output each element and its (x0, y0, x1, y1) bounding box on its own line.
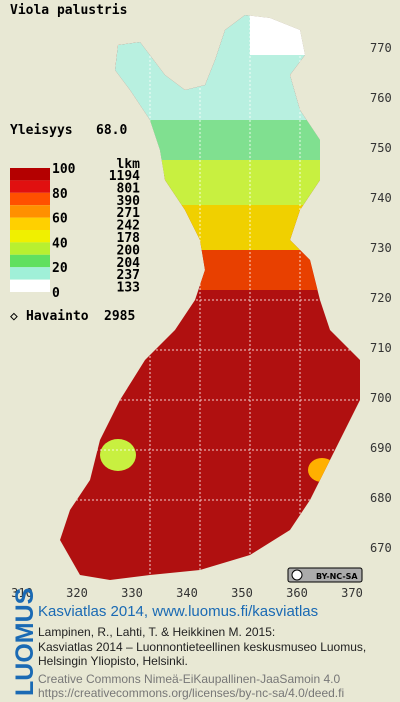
x-grid-label: 370 (341, 586, 363, 600)
legend-swatch (10, 230, 50, 243)
x-grid-label: 330 (121, 586, 143, 600)
legend-swatch (10, 254, 50, 268)
scale-label: 20 (52, 261, 68, 276)
count-label: 200 (117, 243, 141, 258)
y-grid-label: 700 (370, 391, 392, 405)
y-grid-label: 760 (370, 91, 392, 105)
license: Creative Commons Nimeä-EiKaupallinen-Jaa… (38, 672, 340, 686)
finland-map (60, 15, 360, 580)
license-url[interactable]: https://creativecommons.org/licenses/by-… (38, 686, 344, 700)
observation-value: 2985 (104, 309, 135, 324)
legend-swatch (10, 217, 50, 230)
logo: LUOMUS (11, 588, 39, 696)
legend-swatch (10, 205, 50, 218)
frequency-label: Yleisyys (10, 123, 73, 138)
legend-swatch (10, 279, 50, 292)
footer-link[interactable]: Kasviatlas 2014, www.luomus.fi/kasviatla… (38, 603, 318, 620)
legend-swatch (10, 168, 50, 181)
cc-icon (291, 569, 303, 581)
x-grid-label: 320 (66, 586, 88, 600)
citation: Kasviatlas 2014 – Luonnontieteellinen ke… (38, 640, 366, 654)
scale-label: 80 (52, 187, 68, 202)
citation: Lampinen, R., Lahti, T. & Heikkinen M. 2… (38, 625, 275, 639)
x-grid-label: 360 (286, 586, 308, 600)
scale-label: 100 (52, 162, 76, 177)
x-grid-label: 350 (231, 586, 253, 600)
count-label: 271 (117, 206, 141, 221)
x-grid-label: 340 (176, 586, 198, 600)
y-grid-label: 730 (370, 241, 392, 255)
y-grid-label: 720 (370, 291, 392, 305)
legend: 1008060402001194801390271242178200204237… (10, 162, 140, 301)
count-label: 390 (117, 194, 141, 209)
y-grid-label: 770 (370, 41, 392, 55)
y-grid-label: 680 (370, 491, 392, 505)
legend-swatch (10, 180, 50, 193)
legend-swatch (10, 242, 50, 255)
y-grid-label: 690 (370, 441, 392, 455)
legend-swatch (10, 192, 50, 206)
frequency-value: 68.0 (96, 123, 127, 138)
grid-labels: 770 760 750 740 730 720 710 700 690 680 670 310 320 3… (11, 41, 392, 600)
count-label: 1194 (109, 169, 140, 184)
count-header: lkm (117, 157, 141, 172)
count-label: 133 (117, 281, 140, 296)
legend-swatch (10, 267, 50, 280)
observation-label: Havainto (26, 309, 89, 324)
y-grid-label: 740 (370, 191, 392, 205)
title: Viola palustris (10, 3, 127, 18)
y-grid-label: 750 (370, 141, 392, 155)
license-badge: BY-NC-SA (316, 572, 358, 581)
y-grid-label: 710 (370, 341, 392, 355)
count-label: 242 (117, 219, 140, 234)
x-grid-label: 310 (11, 586, 33, 600)
scale-label: 40 (52, 236, 68, 251)
count-label: 237 (117, 268, 140, 283)
scale-label: 60 (52, 212, 68, 227)
license-badge-box (287, 567, 363, 583)
count-label: 178 (117, 231, 141, 246)
count-label: 204 (117, 256, 141, 271)
citation: Helsingin Yliopisto, Helsinki. (38, 654, 188, 668)
count-label: 801 (117, 181, 141, 196)
observation-symbol: ◇ (10, 309, 18, 324)
scale-label: 0 (52, 286, 60, 301)
y-grid-label: 670 (370, 541, 392, 555)
